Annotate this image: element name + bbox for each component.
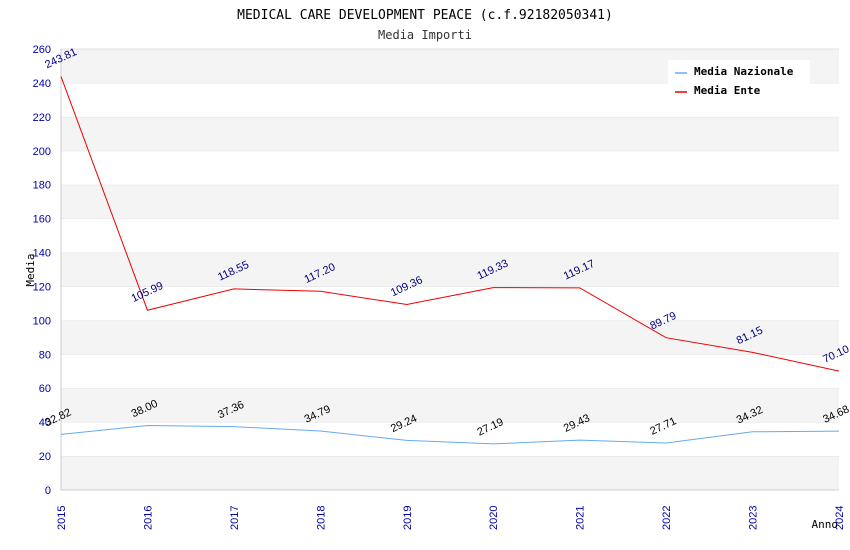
legend: Media Nazionale Media Ente (668, 60, 810, 102)
grid-band (61, 150, 839, 185)
grid-band (61, 286, 839, 321)
grid-band (61, 252, 839, 287)
chart-title: MEDICAL CARE DEVELOPMENT PEACE (c.f.9218… (237, 8, 613, 23)
grid-band (61, 422, 839, 457)
x-tick-label: 2024 (834, 506, 846, 530)
grid-band (61, 456, 839, 490)
series-line-ente (60, 76, 840, 372)
axes (60, 49, 839, 491)
legend-label-ente: Media Ente (694, 84, 761, 97)
y-tick-label: 160 (33, 214, 51, 226)
x-tick-labels: 2015 2016 2017 2018 2019 2020 2021 2022 2023 2024 (56, 506, 846, 530)
x-tick-label: 2020 (488, 506, 500, 530)
x-tick-label: 2017 (229, 506, 241, 530)
y-tick-label: 0 (45, 485, 51, 497)
x-tick-label: 2016 (142, 506, 154, 530)
x-tick-label: 2023 (748, 506, 760, 530)
y-tick-labels: 0 20 40 60 80 100 120 140 160 180 200 220 240 260 (33, 44, 51, 497)
y-tick-label: 80 (39, 349, 51, 361)
y-tick-label: 100 (33, 315, 51, 327)
grid-band (61, 388, 839, 423)
y-tick-label: 20 (39, 451, 51, 463)
x-tick-label: 2021 (575, 506, 587, 530)
y-tick-label: 220 (33, 112, 51, 124)
x-tick-label: 2018 (315, 506, 327, 530)
y-tick-label: 60 (39, 383, 51, 395)
y-tick-label: 120 (33, 281, 51, 293)
y-tick-label: 240 (33, 78, 51, 90)
y-tick-label: 200 (33, 146, 51, 158)
grid-band (61, 354, 839, 389)
x-tick-label: 2022 (661, 506, 673, 530)
x-axis-label: Anno (812, 518, 839, 531)
grid-band (61, 218, 839, 253)
y-tick-label: 260 (33, 44, 51, 56)
series-line-nazionale (60, 425, 840, 445)
x-tick-label: 2019 (402, 506, 414, 530)
y-tick-label: 40 (39, 417, 51, 429)
x-tick-label: 2015 (56, 506, 68, 530)
grid-band (61, 184, 839, 219)
y-tick-label: 140 (33, 248, 51, 260)
legend-label-nazionale: Media Nazionale (694, 65, 794, 78)
series-lines (60, 76, 840, 445)
grid-band (61, 320, 839, 355)
grid-band (61, 116, 839, 151)
grid-bands (61, 48, 839, 490)
legend-box (668, 60, 810, 102)
y-axis-label: Media (24, 253, 37, 286)
chart-subtitle: Media Importi (378, 28, 472, 42)
y-tick-label: 180 (33, 180, 51, 192)
